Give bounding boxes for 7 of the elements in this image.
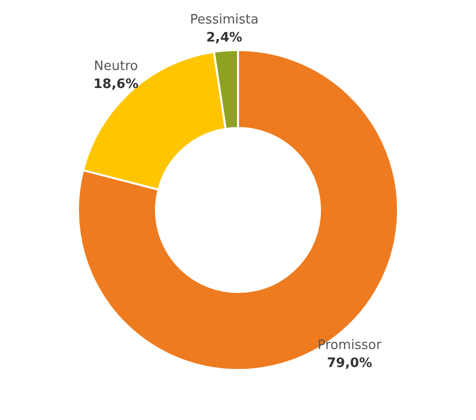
- slice-label: Promissor: [318, 338, 382, 353]
- data-label: 18,6%: [93, 77, 138, 92]
- slice-label: Neutro: [94, 59, 138, 74]
- donut-slice: [77, 49, 399, 371]
- data-label: 2,4%: [206, 30, 242, 46]
- data-label: 79,0%: [326, 356, 372, 371]
- slice-label: Pessimista: [190, 12, 259, 28]
